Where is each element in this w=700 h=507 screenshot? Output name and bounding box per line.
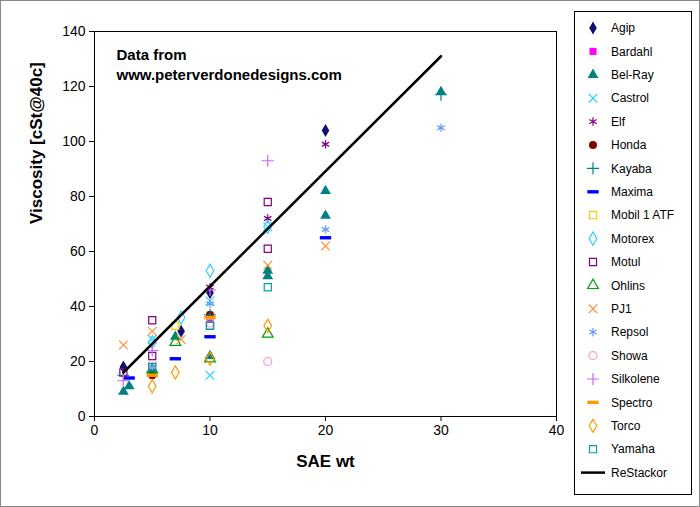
svg-text:Kayaba: Kayaba [611, 162, 652, 176]
svg-text:60: 60 [70, 243, 86, 259]
svg-text:40: 40 [549, 422, 565, 438]
svg-text:20: 20 [70, 353, 86, 369]
svg-text:140: 140 [62, 23, 86, 39]
svg-text:Showa: Showa [611, 349, 648, 363]
svg-text:Mobil 1 ATF: Mobil 1 ATF [611, 208, 674, 222]
svg-text:Motorex: Motorex [611, 232, 654, 246]
svg-text:0: 0 [78, 408, 86, 424]
svg-text:10: 10 [202, 422, 218, 438]
svg-text:Torco: Torco [611, 419, 641, 433]
svg-text:120: 120 [62, 78, 86, 94]
svg-text:Spectro: Spectro [611, 396, 653, 410]
svg-text:Honda: Honda [611, 138, 647, 152]
svg-text:Silkolene: Silkolene [611, 372, 660, 386]
svg-text:PJ1: PJ1 [611, 302, 632, 316]
svg-text:40: 40 [70, 298, 86, 314]
svg-text:80: 80 [70, 188, 86, 204]
svg-text:ReStackor: ReStackor [611, 466, 667, 480]
svg-text:30: 30 [433, 422, 449, 438]
svg-text:Viscosity [cSt@40c]: Viscosity [cSt@40c] [27, 62, 46, 224]
svg-text:0: 0 [91, 422, 99, 438]
svg-text:Data fromwww.peterverdonedesig: Data fromwww.peterverdonedesigns.com [116, 46, 342, 83]
svg-text:20: 20 [318, 422, 334, 438]
svg-text:100: 100 [62, 133, 86, 149]
svg-text:Maxima: Maxima [611, 185, 653, 199]
svg-text:Agip: Agip [611, 21, 635, 35]
svg-text:Yamaha: Yamaha [611, 442, 655, 456]
svg-text:Repsol: Repsol [611, 325, 648, 339]
svg-text:SAE wt: SAE wt [296, 452, 355, 471]
svg-text:Castrol: Castrol [611, 91, 649, 105]
svg-text:Elf: Elf [611, 115, 626, 129]
svg-text:Bardahl: Bardahl [611, 45, 652, 59]
svg-text:Bel-Ray: Bel-Ray [611, 68, 654, 82]
svg-text:Motul: Motul [611, 255, 640, 269]
svg-text:Ohlins: Ohlins [611, 279, 645, 293]
